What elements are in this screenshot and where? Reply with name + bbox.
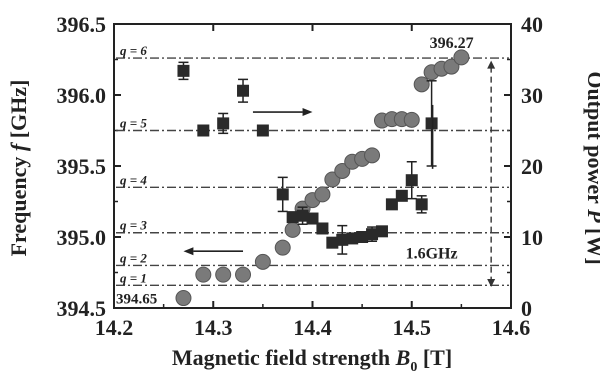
x-tick-label: 14.2 <box>95 315 134 340</box>
arrow-right-head <box>302 108 313 117</box>
x-tick-label: 14.3 <box>194 315 233 340</box>
y-right-tick-label: 30 <box>521 83 543 108</box>
power-point <box>195 266 212 283</box>
plot-area: 14.2 14.3 14.4 14.5 14.6 394.5 395.0 395.5 396.0… <box>6 12 600 375</box>
frequency-point <box>395 189 408 202</box>
frequency-point <box>177 64 190 77</box>
y-right-tick-label: 40 <box>521 12 543 37</box>
frequency-point <box>237 84 250 97</box>
frequency-point <box>415 198 428 211</box>
y-left-tick-label: 394.5 <box>57 296 107 321</box>
frequency-point <box>336 233 349 246</box>
power-point <box>215 266 232 283</box>
bottom-value-label: 394.65 <box>116 292 157 308</box>
top-value-label: 396.27 <box>430 35 474 52</box>
y-left-axis-title-part: [GHz] <box>6 80 31 144</box>
x-axis-title-part: B <box>395 345 411 370</box>
power-point <box>443 58 460 75</box>
x-tick-label: 14.5 <box>393 315 432 340</box>
power-point <box>274 239 291 256</box>
arrow-left-head <box>183 247 194 256</box>
y-left-tick-label: 396.5 <box>57 12 107 37</box>
frequency-point <box>217 117 230 130</box>
frequency-point <box>256 124 269 137</box>
frequency-point <box>405 174 418 187</box>
y-right-axis-title: Output power P [W] <box>583 71 600 264</box>
q-level-label: q = 5 <box>120 116 147 131</box>
frequency-point <box>197 124 210 137</box>
q-level-label: q = 3 <box>120 218 147 233</box>
frequency-point <box>306 212 319 225</box>
q-level-label: q = 6 <box>120 43 147 58</box>
frequency-point <box>375 225 388 238</box>
y-right-tick-label: 10 <box>521 225 543 250</box>
frequency-point <box>356 231 369 243</box>
power-point <box>235 266 252 283</box>
power-point <box>403 111 420 128</box>
y-left-axis-title: Frequency f [GHz] <box>6 80 31 257</box>
span-arrow-head-top <box>487 60 496 69</box>
power-point <box>364 147 381 164</box>
q-level-label: q = 2 <box>120 250 147 265</box>
frequency-point <box>425 117 438 130</box>
y-right-axis-title-part: P <box>583 208 600 223</box>
span-label: 1.6GHz <box>406 245 458 262</box>
y-left-tick-label: 395.5 <box>57 154 107 179</box>
frequency-point <box>326 236 339 249</box>
frequency-point <box>316 222 329 235</box>
frequency-point <box>286 211 299 224</box>
frequency-point <box>366 228 379 241</box>
y-left-tick-label: 395.0 <box>57 225 107 250</box>
power-point <box>334 162 351 179</box>
frequency-point <box>346 232 359 245</box>
power-point <box>254 253 271 270</box>
power-point <box>314 186 331 203</box>
power-point <box>175 290 192 307</box>
frequency-point <box>276 188 289 201</box>
x-tick-label: 14.4 <box>293 315 332 340</box>
power-point <box>453 49 470 66</box>
q-level-label: q = 1 <box>120 270 147 285</box>
span-arrow-head-bottom <box>487 279 496 288</box>
x-axis-title-part: 0 <box>410 360 417 375</box>
y-right-axis-title-part: [W] <box>583 223 600 265</box>
y-left-axis-title-part: f <box>6 141 31 151</box>
y-right-axis-title-part: Output power <box>583 71 600 209</box>
frequency-point <box>296 209 309 222</box>
power-point <box>413 76 430 93</box>
y-right-tick-label: 0 <box>521 296 532 321</box>
y-left-tick-label: 396.0 <box>57 83 107 108</box>
y-left-axis-title-part: Frequency <box>6 151 31 256</box>
frequency-point <box>385 198 398 211</box>
y-right-tick-label: 20 <box>521 154 543 179</box>
x-axis-title-part: [T] <box>417 345 452 370</box>
q-level-label: q = 4 <box>120 172 147 187</box>
x-axis-title: Magnetic field strength B0 [T] <box>172 345 452 375</box>
x-axis-title-part: Magnetic field strength <box>172 345 396 370</box>
x-tick-label: 14.6 <box>492 315 531 340</box>
